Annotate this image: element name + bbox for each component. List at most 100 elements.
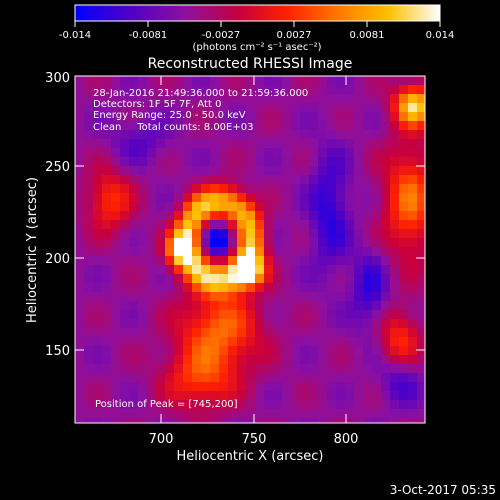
image-pixel	[390, 184, 400, 194]
image-pixel	[192, 391, 202, 401]
image-pixel	[120, 328, 130, 338]
image-pixel	[390, 256, 400, 266]
image-pixel	[417, 265, 425, 275]
image-pixel	[138, 319, 148, 329]
image-pixel	[264, 382, 274, 392]
image-pixel	[93, 337, 103, 347]
image-pixel	[318, 328, 328, 338]
image-pixel	[309, 193, 319, 203]
image-pixel	[309, 184, 319, 194]
image-pixel	[390, 346, 400, 356]
image-pixel	[129, 184, 139, 194]
image-pixel	[147, 364, 157, 374]
image-pixel	[327, 238, 337, 248]
image-pixel	[102, 346, 112, 356]
image-pixel	[192, 274, 202, 284]
image-pixel	[75, 94, 85, 104]
image-pixel	[354, 364, 364, 374]
x-tick-label: 750	[242, 432, 267, 447]
image-pixel	[228, 247, 238, 257]
image-pixel	[93, 310, 103, 320]
image-pixel	[354, 148, 364, 158]
image-pixel	[174, 103, 184, 113]
image-pixel	[84, 184, 94, 194]
image-pixel	[291, 337, 301, 347]
image-pixel	[102, 256, 112, 266]
image-pixel	[93, 76, 103, 86]
image-pixel	[255, 391, 265, 401]
image-pixel	[345, 319, 355, 329]
image-pixel	[201, 400, 211, 410]
image-pixel	[111, 391, 121, 401]
image-pixel	[147, 337, 157, 347]
image-pixel	[174, 184, 184, 194]
image-pixel	[165, 382, 175, 392]
image-pixel	[201, 229, 211, 239]
image-pixel	[309, 373, 319, 383]
image-pixel	[372, 202, 382, 212]
image-pixel	[138, 211, 148, 221]
image-pixel	[237, 301, 247, 311]
image-pixel	[381, 202, 391, 212]
image-pixel	[183, 184, 193, 194]
image-pixel	[372, 229, 382, 239]
image-pixel	[354, 157, 364, 167]
image-pixel	[255, 256, 265, 266]
image-pixel	[336, 409, 346, 419]
image-pixel	[219, 85, 229, 95]
image-pixel	[120, 247, 130, 257]
image-pixel	[210, 247, 220, 257]
image-pixel	[183, 364, 193, 374]
image-pixel	[129, 355, 139, 365]
image-pixel	[264, 418, 274, 423]
image-pixel	[408, 193, 418, 203]
image-pixel	[201, 310, 211, 320]
image-pixel	[372, 247, 382, 257]
image-pixel	[345, 94, 355, 104]
image-pixel	[399, 310, 409, 320]
image-pixel	[210, 391, 220, 401]
image-pixel	[183, 328, 193, 338]
image-pixel	[129, 346, 139, 356]
image-pixel	[75, 328, 85, 338]
image-pixel	[219, 364, 229, 374]
image-pixel	[102, 355, 112, 365]
image-pixel	[291, 256, 301, 266]
image-pixel	[273, 319, 283, 329]
image-pixel	[102, 202, 112, 212]
image-pixel	[327, 157, 337, 167]
image-pixel	[354, 292, 364, 302]
image-pixel	[399, 346, 409, 356]
image-pixel	[345, 274, 355, 284]
image-pixel	[390, 247, 400, 257]
image-pixel	[210, 184, 220, 194]
image-pixel	[228, 94, 238, 104]
image-pixel	[84, 256, 94, 266]
image-pixel	[327, 175, 337, 185]
image-pixel	[309, 139, 319, 149]
image-pixel	[291, 310, 301, 320]
image-pixel	[381, 328, 391, 338]
image-pixel	[390, 301, 400, 311]
image-pixel	[93, 112, 103, 122]
image-pixel	[246, 301, 256, 311]
image-pixel	[273, 418, 283, 423]
image-pixel	[138, 328, 148, 338]
image-pixel	[237, 112, 247, 122]
image-pixel	[219, 283, 229, 293]
image-pixel	[228, 292, 238, 302]
image-pixel	[381, 256, 391, 266]
image-pixel	[264, 130, 274, 140]
image-pixel	[129, 202, 139, 212]
image-pixel	[264, 292, 274, 302]
image-pixel	[102, 337, 112, 347]
image-pixel	[183, 310, 193, 320]
image-pixel	[228, 364, 238, 374]
image-pixel	[345, 112, 355, 122]
image-pixel	[228, 328, 238, 338]
image-pixel	[354, 220, 364, 230]
image-pixel	[237, 94, 247, 104]
image-pixel	[282, 85, 292, 95]
image-pixel	[147, 157, 157, 167]
image-pixel	[156, 139, 166, 149]
